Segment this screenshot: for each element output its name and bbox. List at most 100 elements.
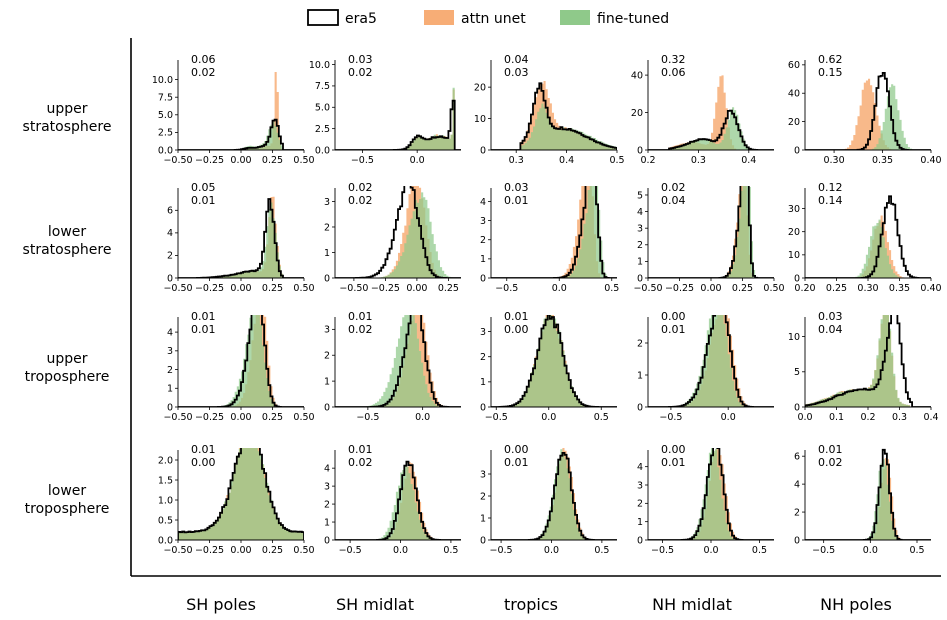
y-tick-label: 20 xyxy=(631,108,643,119)
metric-attn-unet: 0.01 xyxy=(818,443,843,456)
row-label-2-1: troposphere xyxy=(25,369,110,385)
y-tick-label: 1 xyxy=(637,257,643,268)
hist-era5 xyxy=(335,99,461,150)
row-label-0-0: upper xyxy=(46,101,87,117)
x-tick-label: 0.30 xyxy=(857,283,878,294)
panel-r1-c2: 0 1 2 3 4 −0.5 0.0 0.5 0.030.01 xyxy=(480,181,619,294)
x-tick-label: −0.5 xyxy=(659,412,682,423)
panel-r0-c3: 0 20 40 0.2 0.3 0.4 0.320.06 xyxy=(631,53,774,166)
y-tick-label: 3 xyxy=(324,197,330,208)
metric-attn-unet: 0.02 xyxy=(348,181,373,194)
x-tick-label: 0.00 xyxy=(230,283,251,294)
y-tick-label: 0 xyxy=(480,145,486,156)
x-tick-label: 0.5 xyxy=(609,155,624,166)
y-tick-label: 0 xyxy=(637,402,643,413)
x-tick-label: 0.0 xyxy=(863,545,878,556)
y-tick-label: 2 xyxy=(637,499,643,510)
y-tick-label: 0 xyxy=(480,535,486,546)
hist-fine-tuned xyxy=(178,448,304,540)
hist-fine-tuned xyxy=(648,107,774,150)
x-tick-label: −0.50 xyxy=(163,545,192,556)
hist-era5 xyxy=(805,448,931,540)
y-tick-label: 3 xyxy=(637,223,643,234)
y-tick-label: 10.0 xyxy=(152,75,173,86)
y-tick-label: 30 xyxy=(788,204,800,215)
y-tick-label: 10 xyxy=(788,250,800,261)
y-tick-label: 2 xyxy=(637,240,643,251)
metric-attn-unet: 0.05 xyxy=(191,181,216,194)
x-tick-label: 0.4 xyxy=(741,155,756,166)
metric-fine-tuned: 0.02 xyxy=(191,66,216,79)
legend-swatch-0 xyxy=(307,9,339,26)
y-tick-label: 1 xyxy=(324,248,330,259)
y-tick-label: 4 xyxy=(794,479,800,490)
x-tick-label: 0.0 xyxy=(415,412,430,423)
y-tick-label: 5 xyxy=(794,367,800,378)
y-tick-label: 0 xyxy=(794,402,800,413)
hist-attn-unet xyxy=(491,81,617,150)
x-tick-label: 0.3 xyxy=(509,155,524,166)
y-tick-label: 40 xyxy=(631,70,643,81)
hist-fine-tuned xyxy=(178,202,304,278)
y-tick-label: 20 xyxy=(474,82,486,93)
y-tick-label: 4 xyxy=(324,463,330,474)
x-tick-label: 0.50 xyxy=(293,412,314,423)
metric-fine-tuned: 0.00 xyxy=(504,323,529,336)
y-tick-label: 0.0 xyxy=(315,145,330,156)
metric-attn-unet: 0.01 xyxy=(348,443,373,456)
y-tick-label: 0 xyxy=(637,273,643,284)
x-tick-label: 0.4 xyxy=(923,412,938,423)
hist-era5 xyxy=(178,315,304,407)
x-tick-label: 0.50 xyxy=(293,283,314,294)
metric-fine-tuned: 0.01 xyxy=(191,194,216,207)
y-tick-label: 0 xyxy=(324,535,330,546)
metric-attn-unet: 0.00 xyxy=(661,310,686,323)
y-tick-label: 3 xyxy=(480,327,486,338)
y-tick-label: 4 xyxy=(637,462,643,473)
hist-era5 xyxy=(805,195,931,278)
x-tick-label: −0.5 xyxy=(812,545,835,556)
x-tick-label: 0.3 xyxy=(892,412,907,423)
x-tick-label: −0.25 xyxy=(195,545,224,556)
hist-attn-unet xyxy=(178,196,304,278)
column-label-4: NH poles xyxy=(820,595,892,614)
y-tick-label: 7.5 xyxy=(158,93,173,104)
y-tick-label: 0.5 xyxy=(158,515,173,526)
x-tick-label: 0.00 xyxy=(230,545,251,556)
x-tick-label: 0.0 xyxy=(541,412,556,423)
x-tick-label: −0.25 xyxy=(195,155,224,166)
hist-fine-tuned xyxy=(805,315,931,407)
x-tick-label: 0.5 xyxy=(443,545,458,556)
hist-fine-tuned xyxy=(805,84,931,150)
y-tick-label: 0 xyxy=(480,273,486,284)
x-tick-label: 0.0 xyxy=(410,155,425,166)
x-tick-label: 0.1 xyxy=(829,412,844,423)
y-tick-label: 3 xyxy=(324,325,330,336)
y-tick-label: 10.0 xyxy=(309,60,330,71)
x-tick-label: 0.40 xyxy=(920,155,941,166)
y-tick-label: 10 xyxy=(788,332,800,343)
row-label-1-0: lower xyxy=(48,224,87,240)
panel-r3-c3: 0 1 2 3 4 −0.5 0.0 0.5 0.000.01 xyxy=(637,443,774,556)
panel-r1-c3: 0 1 2 3 4 5 −0.50 −0.25 0.00 0.25 0.50 0.020.04 xyxy=(633,181,784,294)
hist-era5 xyxy=(335,315,461,407)
legend-label-2: fine-tuned xyxy=(597,11,669,27)
y-tick-label: 0 xyxy=(637,535,643,546)
x-tick-label: 0.00 xyxy=(700,283,721,294)
x-tick-label: −0.5 xyxy=(339,545,362,556)
y-tick-label: 2 xyxy=(794,507,800,518)
row-label-2-0: upper xyxy=(46,351,87,367)
x-tick-label: 0.5 xyxy=(909,545,924,556)
row-label-1-1: stratosphere xyxy=(23,242,112,258)
y-tick-label: 20 xyxy=(788,227,800,238)
x-tick-label: −0.50 xyxy=(163,412,192,423)
y-tick-label: 40 xyxy=(788,89,800,100)
metric-fine-tuned: 0.01 xyxy=(661,323,686,336)
panel-r0-c2: 0 10 20 0.3 0.4 0.5 0.040.03 xyxy=(474,53,625,166)
hist-era5 xyxy=(648,109,774,150)
y-tick-label: 0 xyxy=(794,273,800,284)
y-tick-label: 1 xyxy=(637,517,643,528)
hist-fine-tuned xyxy=(648,186,774,278)
hist-attn-unet xyxy=(805,458,931,540)
hist-era5 xyxy=(178,448,304,540)
